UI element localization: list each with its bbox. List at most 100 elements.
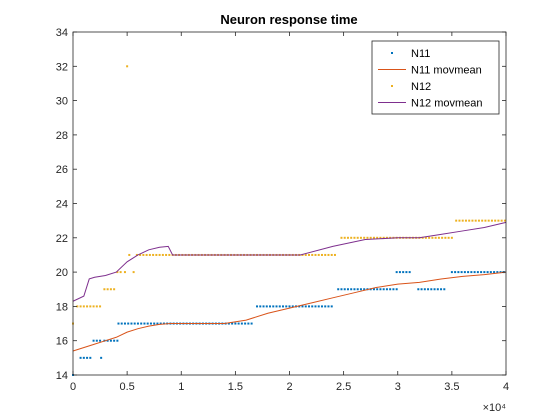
data-point [130, 322, 133, 325]
data-point [369, 236, 372, 239]
data-point [307, 253, 310, 256]
data-point [489, 271, 492, 274]
data-point [494, 219, 497, 222]
data-point [298, 305, 301, 308]
data-point [79, 305, 82, 308]
data-point [484, 219, 487, 222]
y-tick-label: 34 [56, 27, 68, 39]
data-point [146, 322, 149, 325]
data-point [460, 271, 463, 274]
data-point [423, 288, 426, 291]
axes-layer: 0 0.5 1 1.5 2 2.5 3 3.5 4 14 16 18 20 22 24 26 28 30 32 34 ×… [56, 27, 509, 414]
data-point [304, 305, 307, 308]
data-point [256, 305, 259, 308]
data-point [343, 288, 346, 291]
data-point [340, 236, 343, 239]
data-point [156, 322, 159, 325]
legend-box [371, 40, 500, 115]
data-point [476, 271, 479, 274]
data-point [379, 288, 382, 291]
data-point [103, 288, 106, 291]
data-point [317, 305, 320, 308]
data-point [272, 305, 275, 308]
data-point [359, 288, 362, 291]
data-point [490, 219, 493, 222]
data-point [353, 236, 356, 239]
data-point [282, 305, 284, 308]
data-point [145, 253, 148, 256]
data-point [433, 288, 436, 291]
legend-label: N11 movmean [411, 65, 482, 77]
data-point [455, 219, 458, 222]
data-point [437, 236, 440, 239]
data-point [474, 219, 477, 222]
x-tick-label: 2.5 [336, 381, 351, 393]
data-point [330, 305, 333, 308]
series-line [72, 271, 507, 352]
data-point [288, 305, 291, 308]
data-point [95, 305, 98, 308]
data-point [240, 322, 243, 325]
data-point [428, 236, 431, 239]
y-tick-label: 22 [56, 233, 68, 245]
data-point [497, 219, 500, 222]
data-point [340, 288, 343, 291]
data-point [486, 271, 489, 274]
data-point [359, 236, 362, 239]
series-layer [72, 65, 507, 376]
data-point [408, 271, 411, 274]
series-n11 [72, 271, 505, 376]
x-tick-label: 0 [70, 381, 76, 393]
legend-item: N11 movmean [378, 65, 482, 77]
data-point [82, 305, 85, 308]
data-point [106, 339, 109, 342]
data-point [440, 288, 443, 291]
data-point [152, 253, 155, 256]
data-point [376, 288, 379, 291]
data-point [76, 305, 79, 308]
y-tick-label: 14 [56, 370, 68, 382]
data-point [356, 236, 359, 239]
series-line [72, 221, 507, 302]
data-point [113, 288, 116, 291]
series-n12-movmean [72, 221, 507, 302]
data-point [500, 219, 503, 222]
data-point [109, 288, 112, 291]
data-point [314, 305, 317, 308]
data-point [119, 271, 122, 274]
data-point [92, 305, 95, 308]
data-point [148, 253, 151, 256]
data-point [470, 271, 473, 274]
x-tick-label: 2 [286, 381, 292, 393]
data-point [317, 253, 320, 256]
data-point [259, 305, 262, 308]
data-point [275, 305, 278, 308]
data-point [126, 65, 129, 68]
data-point [244, 322, 247, 325]
data-point [385, 236, 388, 239]
data-point [99, 339, 102, 342]
y-tick-label: 20 [56, 267, 68, 279]
data-point [421, 236, 424, 239]
legend-label: N12 [411, 81, 431, 93]
data-point [227, 322, 230, 325]
data-point [447, 236, 450, 239]
data-point [483, 271, 486, 274]
data-point [461, 219, 464, 222]
x-tick-label: 3 [395, 381, 401, 393]
data-point [95, 339, 98, 342]
data-point [116, 271, 119, 274]
data-point [392, 288, 395, 291]
legend-swatch-point [391, 52, 393, 54]
data-point [480, 271, 483, 274]
data-point [337, 288, 340, 291]
data-point [237, 322, 240, 325]
data-point [301, 305, 304, 308]
data-point [471, 219, 474, 222]
y-tick-label: 30 [56, 96, 68, 108]
data-point [140, 322, 143, 325]
data-point [320, 253, 323, 256]
data-point [265, 305, 268, 308]
legend-item: N12 [391, 81, 431, 93]
data-point [457, 271, 460, 274]
